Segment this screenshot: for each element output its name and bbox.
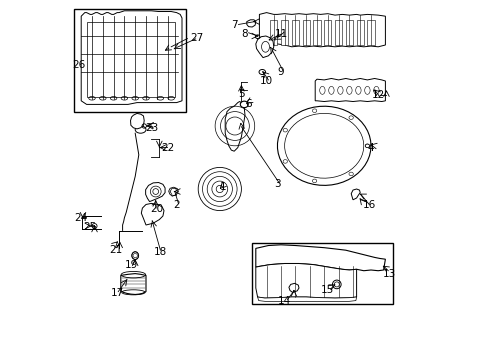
Text: 27: 27 xyxy=(190,33,203,43)
Polygon shape xyxy=(289,283,299,292)
Text: 15: 15 xyxy=(321,285,335,295)
Bar xyxy=(74,9,186,112)
Polygon shape xyxy=(225,102,245,151)
Text: 8: 8 xyxy=(242,29,248,39)
Bar xyxy=(252,243,392,304)
Ellipse shape xyxy=(255,35,260,39)
Bar xyxy=(303,20,310,45)
Text: 25: 25 xyxy=(84,222,97,232)
Text: 14: 14 xyxy=(278,296,291,306)
Ellipse shape xyxy=(132,252,139,260)
Polygon shape xyxy=(169,187,178,196)
Text: 21: 21 xyxy=(109,245,122,255)
Text: 18: 18 xyxy=(154,247,167,257)
Polygon shape xyxy=(130,113,144,129)
Text: 10: 10 xyxy=(260,76,273,86)
Polygon shape xyxy=(256,36,274,58)
Text: 17: 17 xyxy=(111,288,124,298)
Bar xyxy=(270,20,277,45)
Text: 13: 13 xyxy=(382,269,395,279)
Text: 2: 2 xyxy=(173,200,180,210)
Text: 7: 7 xyxy=(231,20,238,30)
Bar xyxy=(292,20,299,45)
Polygon shape xyxy=(259,13,386,47)
Polygon shape xyxy=(146,183,165,202)
Text: 16: 16 xyxy=(363,200,376,210)
Polygon shape xyxy=(315,78,386,102)
Polygon shape xyxy=(351,189,360,200)
Polygon shape xyxy=(256,264,357,298)
Text: 23: 23 xyxy=(145,123,158,133)
Text: 26: 26 xyxy=(72,60,85,70)
Text: 9: 9 xyxy=(278,67,284,77)
Polygon shape xyxy=(81,11,182,104)
Text: 1: 1 xyxy=(220,182,227,192)
Polygon shape xyxy=(256,245,386,271)
Text: 5: 5 xyxy=(238,89,245,99)
Bar xyxy=(357,20,364,45)
Text: 12: 12 xyxy=(371,90,385,100)
Polygon shape xyxy=(141,203,164,225)
Polygon shape xyxy=(247,20,256,27)
Bar xyxy=(368,20,374,45)
Text: 22: 22 xyxy=(161,143,174,153)
Bar xyxy=(346,20,353,45)
Text: 3: 3 xyxy=(274,179,281,189)
Bar xyxy=(314,20,320,45)
Ellipse shape xyxy=(240,101,248,108)
Text: 6: 6 xyxy=(245,99,252,109)
Text: 19: 19 xyxy=(125,260,138,270)
Text: 24: 24 xyxy=(74,213,88,223)
Bar xyxy=(281,20,288,45)
Polygon shape xyxy=(121,274,146,294)
Bar xyxy=(324,20,331,45)
Text: 4: 4 xyxy=(368,143,374,153)
Bar xyxy=(87,22,175,97)
Text: 11: 11 xyxy=(274,29,288,39)
Ellipse shape xyxy=(259,69,266,75)
Polygon shape xyxy=(277,106,371,185)
Polygon shape xyxy=(258,297,357,302)
Text: 20: 20 xyxy=(150,204,163,214)
Bar xyxy=(335,20,342,45)
